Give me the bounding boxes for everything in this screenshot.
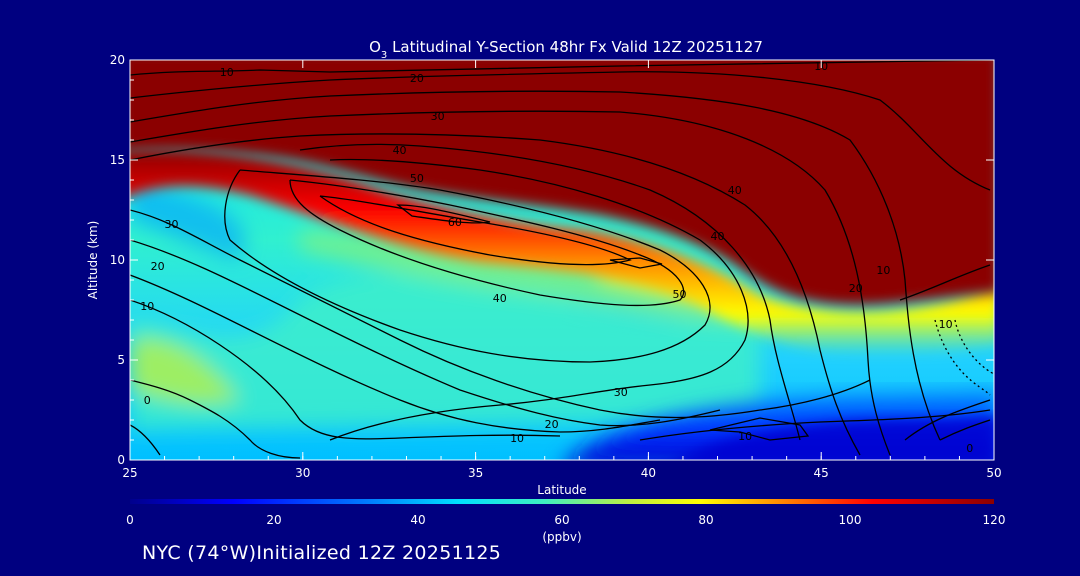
y-tick-label: 10 [110, 253, 125, 267]
low-ozone-core [675, 415, 994, 460]
y-tick-label: 20 [110, 53, 125, 67]
x-tick-label: 30 [295, 466, 310, 480]
contour-label: 30 [164, 218, 178, 231]
x-tick-label: 50 [986, 466, 1001, 480]
contour-label: 40 [393, 144, 407, 157]
y-tick-label: 5 [117, 353, 125, 367]
contour-label: 10 [876, 264, 890, 277]
contour-label: 30 [614, 386, 628, 399]
contour-label: 50 [410, 172, 424, 185]
contour-label: 10 [510, 432, 524, 445]
colorbar-tick-label: 20 [266, 513, 281, 527]
contour-label: 60 [448, 216, 462, 229]
x-tick-label: 40 [641, 466, 656, 480]
contour-label: 0 [966, 442, 973, 455]
colorbar-ticks: 0 20 40 60 80 100 120 [126, 513, 1005, 527]
y-axis-label: Altitude (km) [86, 221, 100, 300]
high-ozone-transition [130, 149, 994, 357]
contour-label: 10 [140, 300, 154, 313]
contour-label: 20 [410, 72, 424, 85]
x-tick-label: 25 [122, 466, 137, 480]
colorbar-tick-label: 40 [410, 513, 425, 527]
x-axis: 25 30 35 40 45 50 [122, 60, 1002, 480]
contour-lines [130, 60, 994, 459]
contour-labels: 10 20 30 40 50 60 50 40 40 40 30 20 10 0 30 20 10 10 20 10 0… [140, 60, 973, 455]
contour-label: 20 [151, 260, 165, 273]
contour-label: 40 [728, 184, 742, 197]
colorbar-tick-label: 0 [126, 513, 134, 527]
contour-label: 30 [431, 110, 445, 123]
contour-label: 50 [673, 288, 687, 301]
contour-label: 40 [711, 230, 725, 243]
colorbar-unit-label: (ppbv) [542, 530, 581, 544]
y-tick-label: 0 [117, 453, 125, 467]
contour-label: 0 [144, 394, 151, 407]
x-tick-label: 35 [468, 466, 483, 480]
contour-label: 40 [493, 292, 507, 305]
contour-label: 10 [738, 430, 752, 443]
colorbar-tick-label: 120 [983, 513, 1006, 527]
contour-label: 10 [939, 318, 953, 331]
chart-title: O3 Latitudinal Y-Section 48hr Fx Valid 1… [369, 38, 763, 61]
y-tick-label: 15 [110, 153, 125, 167]
colorbar-tick-label: 80 [698, 513, 713, 527]
colorbar [130, 499, 994, 504]
high-ozone-region [130, 60, 994, 305]
initialization-note: NYC (74°W)Initialized 12Z 20251125 [142, 542, 502, 564]
contour-label: 10 [220, 66, 234, 79]
contour-label: 20 [545, 418, 559, 431]
x-tick-label: 45 [814, 466, 829, 480]
colorbar-tick-label: 60 [554, 513, 569, 527]
contour-label: 20 [849, 282, 863, 295]
y-axis: 0 5 10 15 20 [110, 53, 994, 467]
plot-area: 10 20 30 40 50 60 50 40 40 40 30 20 10 0 30 20 10 10 20 10 0… [130, 60, 994, 460]
colorbar-tick-label: 100 [839, 513, 862, 527]
x-axis-label: Latitude [537, 483, 586, 497]
